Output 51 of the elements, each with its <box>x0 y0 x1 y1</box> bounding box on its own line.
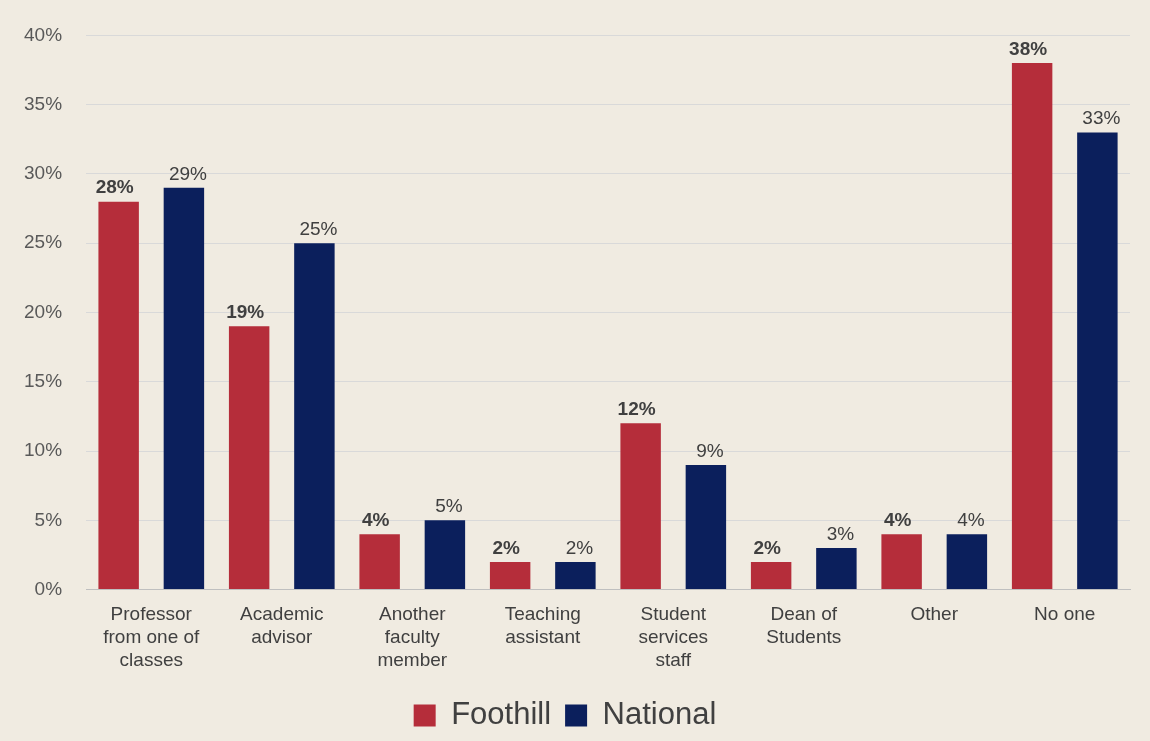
data-label: 9% <box>696 439 724 461</box>
bar <box>489 561 531 590</box>
y-tick-label: 30% <box>24 162 63 184</box>
data-label: 29% <box>168 162 208 184</box>
bar <box>816 548 857 590</box>
y-tick-label: 25% <box>24 231 63 253</box>
x-tick-label: Teaching assistant <box>504 603 581 648</box>
bar <box>1077 132 1118 590</box>
x-tick-label: Student services staff <box>638 603 709 670</box>
data-label: 3% <box>826 522 855 544</box>
data-label: 4% <box>361 508 390 530</box>
bar <box>881 534 922 590</box>
x-tick-label: Another faculty member <box>377 603 448 670</box>
x-tick-label: Professor from one of classes <box>103 603 201 670</box>
x-tick-label: Other <box>910 603 959 625</box>
data-label: 4% <box>883 508 912 530</box>
bar <box>555 561 596 590</box>
y-tick-label: 20% <box>24 300 63 322</box>
x-tick-label: Academic advisor <box>240 603 324 648</box>
legend-label: Foothill <box>451 696 552 732</box>
data-label: 38% <box>1009 37 1048 59</box>
y-tick-label: 40% <box>24 23 63 45</box>
data-label: 2% <box>492 536 520 558</box>
bar <box>424 520 466 590</box>
bar <box>620 423 661 590</box>
y-tick-label: 0% <box>34 577 63 599</box>
bar <box>294 243 335 590</box>
data-label: 4% <box>957 508 985 530</box>
data-label: 19% <box>226 301 265 323</box>
bar <box>98 201 139 590</box>
y-tick-label: 5% <box>34 508 63 530</box>
data-label: 5% <box>435 495 463 517</box>
data-label: 28% <box>95 176 134 198</box>
bar <box>163 187 205 590</box>
data-label: 33% <box>1082 107 1121 129</box>
data-label: 12% <box>617 398 656 420</box>
y-tick-label: 35% <box>24 92 63 114</box>
bar <box>750 561 792 590</box>
legend-label: National <box>602 696 717 732</box>
bar <box>228 326 270 590</box>
data-label: 25% <box>299 217 338 239</box>
bar <box>359 534 400 590</box>
x-tick-label: No one <box>1034 603 1096 625</box>
y-tick-label: 10% <box>24 439 63 461</box>
bar <box>685 464 727 590</box>
bar <box>1011 63 1053 590</box>
data-label: 2% <box>565 536 594 558</box>
bar <box>946 534 988 590</box>
data-label: 2% <box>753 536 781 558</box>
x-tick-label: Dean of Students <box>766 603 842 648</box>
y-tick-label: 15% <box>24 370 63 392</box>
